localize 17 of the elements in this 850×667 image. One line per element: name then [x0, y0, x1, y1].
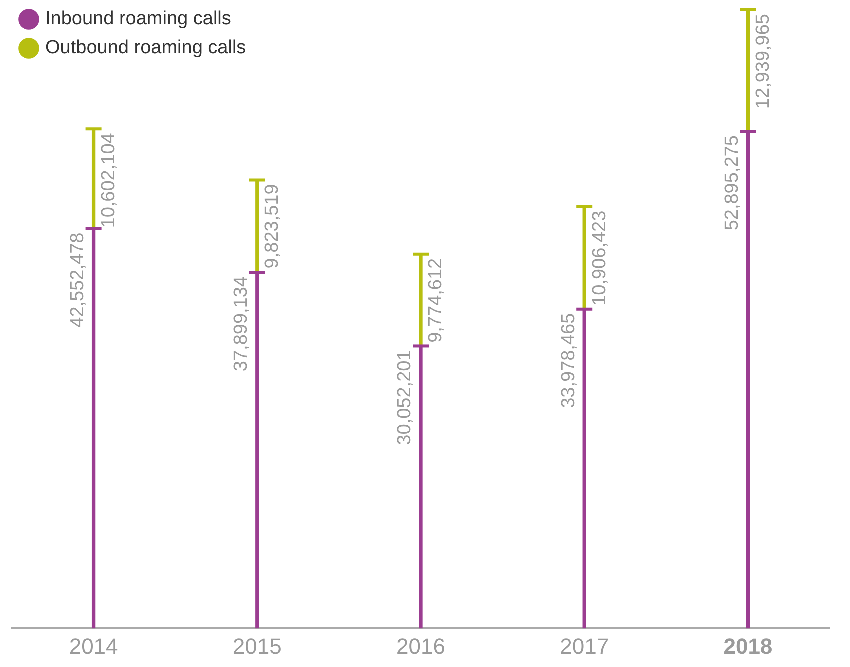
x-tick-label: 2017	[560, 634, 610, 659]
x-tick-label: 2018	[724, 634, 773, 659]
data-label: 9,823,519	[262, 184, 284, 269]
legend-label: Outbound roaming calls	[46, 38, 246, 59]
data-label: 42,552,478	[68, 232, 89, 328]
data-label: 9,774,612	[426, 258, 447, 343]
data-label: 30,052,201	[394, 350, 416, 446]
data-label: 52,895,275	[722, 136, 743, 231]
data-label: 10,906,423	[589, 210, 610, 306]
data-label: 37,899,134	[231, 276, 252, 372]
data-label: 10,602,104	[98, 132, 120, 228]
legend-label: Inbound roaming calls	[46, 8, 232, 30]
x-tick-label: 2016	[396, 634, 446, 659]
data-label: 33,978,465	[558, 313, 580, 408]
data-label: 12,939,965	[752, 14, 774, 110]
x-tick-label: 2015	[232, 634, 282, 659]
x-tick-label: 2014	[69, 634, 118, 659]
